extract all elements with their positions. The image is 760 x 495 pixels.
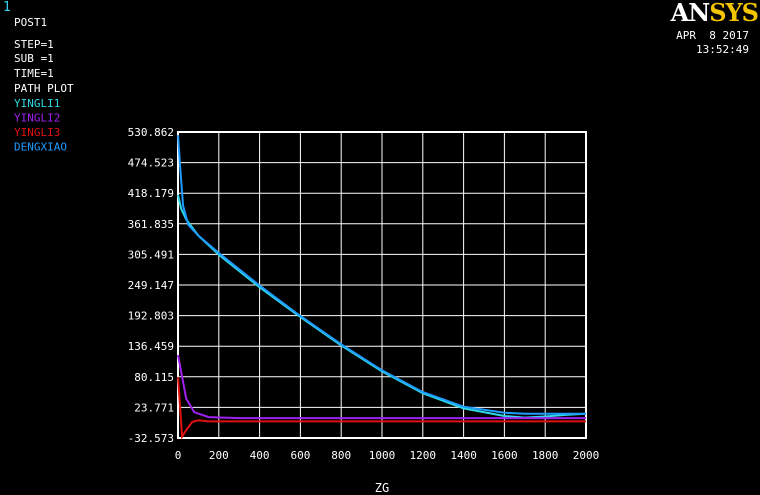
x-tick-label: 600 (290, 449, 310, 462)
legend-entry-dengxiao: DENGXIAO (14, 141, 67, 154)
series-line-dengxiao (177, 135, 586, 415)
ansys-logo: ANSYS (670, 0, 759, 27)
x-tick-label: 1000 (369, 449, 396, 462)
y-tick-label: -32.573 (128, 432, 174, 445)
time-step-label: TIME=1 (14, 67, 54, 80)
series-line-yingli2 (177, 354, 586, 420)
window-number: 1 (3, 0, 11, 15)
y-tick-label: 418.179 (128, 187, 174, 200)
plot-type-label: PATH PLOT (14, 82, 74, 95)
y-tick-label: 136.459 (128, 340, 174, 353)
y-tick-label: 23.771 (134, 401, 174, 414)
post-label: POST1 (14, 16, 48, 29)
legend-entry-yingli3: YINGLI3 (14, 126, 60, 139)
x-tick-label: 2000 (573, 449, 600, 462)
y-tick-label: 361.835 (128, 218, 174, 231)
x-tick-label: 1200 (410, 449, 437, 462)
y-tick-label: 474.523 (128, 157, 174, 170)
x-tick-label: 1400 (450, 449, 477, 462)
series-line-yingli3 (177, 376, 586, 440)
x-tick-label: 400 (250, 449, 270, 462)
y-tick-label: 192.803 (128, 310, 174, 323)
y-tick-label: 80.115 (134, 371, 174, 384)
x-tick-label: 200 (209, 449, 229, 462)
y-tick-label: 249.147 (128, 279, 174, 292)
x-axis-label: ZG (375, 481, 389, 495)
sub-label: SUB =1 (14, 52, 54, 65)
x-tick-label: 800 (331, 449, 351, 462)
x-tick-label: 1800 (532, 449, 559, 462)
legend-entry-yingli1: YINGLI1 (14, 97, 60, 110)
time-label: 13:52:49 (696, 43, 749, 56)
date-label: APR 8 2017 (676, 29, 749, 42)
x-tick-label: 1600 (491, 449, 518, 462)
y-tick-label: 530.862 (128, 126, 174, 139)
plot-frame (177, 131, 587, 439)
x-tick-label: 0 (175, 449, 182, 462)
step-label: STEP=1 (14, 38, 54, 51)
y-tick-label: 305.491 (128, 248, 174, 261)
legend-entry-yingli2: YINGLI2 (14, 112, 60, 125)
